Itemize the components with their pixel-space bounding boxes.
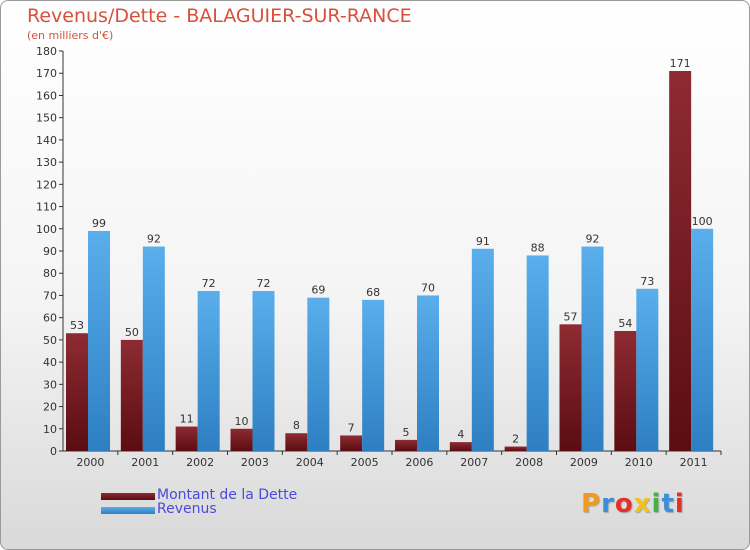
x-tick-label: 2008: [515, 456, 543, 469]
logo-letter: r: [601, 489, 615, 519]
logo-letter: i: [674, 489, 685, 519]
revenue-bar: [362, 299, 385, 451]
revenue-bar: [526, 255, 549, 451]
debt-bar: [669, 71, 692, 451]
revenue-bar: [691, 228, 714, 451]
debt-bar: [340, 435, 363, 451]
data-label: 73: [640, 275, 654, 288]
legend-label-debt: Montant de la Dette: [157, 487, 298, 503]
proxiti-logo: Proxiti: [581, 489, 685, 519]
chart-subtitle: (en milliers d'€): [27, 29, 114, 42]
data-label: 91: [476, 235, 490, 248]
revenue-bar: [581, 246, 604, 451]
debt-bar: [559, 324, 582, 451]
logo-letter: t: [661, 489, 675, 519]
debt-bar: [449, 442, 472, 451]
y-tick-label: 80: [43, 267, 57, 280]
revenue-bar: [307, 297, 330, 451]
revenue-bar: [197, 291, 220, 451]
logo-letter: i: [651, 489, 662, 519]
revenue-bar: [471, 248, 494, 451]
logo-letter: o: [614, 489, 634, 519]
y-tick-label: 130: [36, 156, 57, 169]
y-tick-label: 20: [43, 401, 57, 414]
data-label: 100: [692, 215, 713, 228]
y-tick-label: 10: [43, 423, 57, 436]
revenue-bar: [252, 291, 275, 451]
y-tick-label: 50: [43, 334, 57, 347]
y-tick-label: 110: [36, 201, 57, 214]
debt-bar: [120, 339, 143, 451]
revenue-bar: [417, 295, 439, 451]
debt-bar: [504, 446, 527, 451]
data-label: 88: [531, 241, 545, 254]
data-label: 50: [125, 326, 139, 339]
data-label: 8: [293, 419, 300, 432]
legend-swatch-revenue: [101, 507, 155, 514]
debt-bar: [285, 433, 308, 451]
debt-bar: [395, 439, 417, 451]
data-label: 92: [586, 233, 600, 246]
data-label: 171: [670, 57, 691, 70]
x-tick-label: 2003: [241, 456, 269, 469]
data-label: 92: [147, 233, 161, 246]
data-label: 72: [202, 277, 216, 290]
y-tick-label: 0: [50, 445, 57, 458]
bars: [66, 71, 714, 451]
x-tick-label: 2011: [680, 456, 708, 469]
y-tick-label: 40: [43, 356, 57, 369]
data-label: 4: [457, 428, 464, 441]
y-tick-label: 170: [36, 67, 57, 80]
x-tick-label: 2007: [460, 456, 488, 469]
y-tick-label: 30: [43, 378, 57, 391]
y-tick-label: 120: [36, 178, 57, 191]
x-tick-label: 2002: [186, 456, 214, 469]
legend-swatch-debt: [101, 493, 155, 500]
data-label: 54: [618, 317, 632, 330]
debt-bar: [66, 333, 88, 451]
y-tick-label: 100: [36, 223, 57, 236]
logo-letter: P: [581, 489, 602, 519]
data-label: 57: [564, 310, 578, 323]
x-tick-label: 2009: [570, 456, 598, 469]
x-tick-label: 2000: [76, 456, 104, 469]
axes: 0 10 20 30 40 50 60 70 80 90 100 110 120 130 140 150 160…: [36, 45, 722, 469]
y-tick-label: 60: [43, 312, 57, 325]
data-label: 69: [311, 284, 325, 297]
x-tick-label: 2004: [296, 456, 324, 469]
logo-letter: x: [633, 489, 652, 519]
x-tick-label: 2001: [131, 456, 159, 469]
data-label: 53: [70, 319, 84, 332]
debt-bar: [175, 426, 198, 451]
debt-bar: [614, 331, 637, 451]
revenue-bar: [88, 231, 110, 451]
data-label: 68: [366, 286, 380, 299]
x-tick-label: 2006: [405, 456, 433, 469]
data-label: 70: [421, 281, 435, 294]
x-tick-label: 2005: [351, 456, 379, 469]
revenue-bar: [636, 288, 659, 451]
chart-title: Revenus/Dette - BALAGUIER-SUR-RANCE: [27, 5, 412, 27]
data-label: 2: [512, 433, 519, 446]
data-label: 7: [348, 421, 355, 434]
data-label: 72: [257, 277, 271, 290]
y-tick-label: 140: [36, 134, 57, 147]
legend-label-revenue: Revenus: [157, 501, 217, 517]
y-tick-label: 150: [36, 112, 57, 125]
y-tick-label: 90: [43, 245, 57, 258]
data-label: 99: [92, 217, 106, 230]
data-label: 5: [403, 426, 410, 439]
revenue-bar: [142, 246, 165, 451]
data-label: 10: [235, 415, 249, 428]
debt-bar: [230, 428, 253, 451]
data-label: 11: [180, 413, 194, 426]
data-labels: 53 99 50 92 11 72 10 72 8 69 7 68 5 70 4 91 2 88 57 92 54 73 1…: [70, 57, 713, 446]
y-tick-label: 70: [43, 289, 57, 302]
x-tick-label: 2010: [625, 456, 653, 469]
y-tick-label: 180: [36, 45, 57, 58]
y-tick-label: 160: [36, 89, 57, 102]
